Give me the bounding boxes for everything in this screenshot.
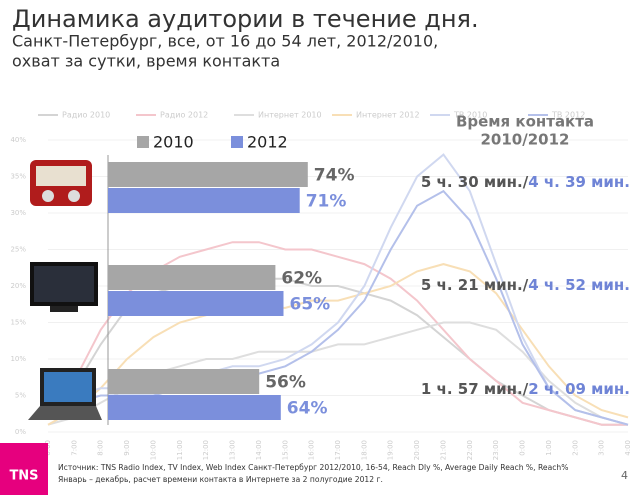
source: Источник: TNS Radio Index, TV Index, Web… xyxy=(58,463,568,472)
legend-label: Радио 2012 xyxy=(160,111,208,120)
bar xyxy=(108,395,281,420)
x-tick-label: 7:00 xyxy=(70,440,78,456)
y-tick-label: 5% xyxy=(15,392,26,400)
radio-icon xyxy=(30,160,92,206)
legend-swatch xyxy=(137,136,149,148)
x-tick-label: 2:00 xyxy=(571,440,579,456)
y-tick-label: 15% xyxy=(10,319,26,327)
legend-swatch xyxy=(231,136,243,148)
legend-label: 2010 xyxy=(153,133,194,152)
x-tick-label: 17:00 xyxy=(334,440,342,460)
y-tick-label: 10% xyxy=(10,355,26,363)
x-tick-label: 22:00 xyxy=(466,440,474,460)
x-tick-label: 20:00 xyxy=(413,440,421,460)
title: Динамика аудитории в течение дня. xyxy=(12,5,479,33)
y-tick-label: 20% xyxy=(10,282,26,290)
logo-text: TNS xyxy=(9,469,38,484)
value-label: 74% xyxy=(314,166,355,186)
time-2012: 2 ч. 09 мин. xyxy=(528,380,630,398)
bar xyxy=(108,162,308,187)
contact-time: 5 ч. 30 мин./4 ч. 39 мин. xyxy=(421,173,630,191)
value-label: 62% xyxy=(281,269,322,289)
x-tick-label: 4:00 xyxy=(624,440,632,456)
y-tick-label: 25% xyxy=(10,246,26,254)
contact-title: Время контакта xyxy=(456,113,594,131)
x-tick-label: 23:00 xyxy=(492,440,500,460)
x-tick-label: 21:00 xyxy=(439,440,447,460)
time-2012: 4 ч. 39 мин. xyxy=(528,173,630,191)
y-tick-label: 0% xyxy=(15,428,26,436)
legend-label: Интернет 2012 xyxy=(356,111,420,120)
legend-label: ТВ 2012 xyxy=(551,111,585,120)
subtitle: Санкт-Петербург, все, от 16 до 54 лет, 2… xyxy=(12,32,438,51)
bar-chart: 2010 74% 62% 56% 2012 71% 65% 64% Время контакта… xyxy=(108,113,630,420)
x-tick-label: 18:00 xyxy=(360,440,368,460)
page-number: 4 xyxy=(621,469,628,482)
bar xyxy=(108,265,276,290)
x-tick-label: 8:00 xyxy=(97,440,105,456)
x-tick-label: 12:00 xyxy=(202,440,210,460)
contact-time: 1 ч. 57 мин./2 ч. 09 мин. xyxy=(421,380,630,398)
bar xyxy=(108,188,300,213)
value-label: 64% xyxy=(287,399,328,419)
x-tick-label: 15:00 xyxy=(281,440,289,460)
logo xyxy=(0,443,48,495)
x-tick-label: 19:00 xyxy=(387,440,395,460)
value-label: 71% xyxy=(306,192,347,212)
x-tick-label: 14:00 xyxy=(255,440,263,460)
value-label: 65% xyxy=(290,295,331,315)
y-tick-label: 35% xyxy=(10,173,26,181)
subtitle: охват за сутки, время контакта xyxy=(12,52,280,71)
value-label: 56% xyxy=(265,373,306,393)
x-tick-label: 16:00 xyxy=(308,440,316,460)
y-tick-label: 40% xyxy=(10,136,26,144)
x-tick-label: 0:00 xyxy=(519,440,527,456)
time-2012: 4 ч. 52 мин. xyxy=(528,276,630,294)
y-tick-label: 30% xyxy=(10,209,26,217)
time-2010: 5 ч. 21 мин./ xyxy=(421,276,529,294)
tv-icon xyxy=(30,262,98,312)
legend-label: ТВ 2010 xyxy=(453,111,487,120)
legend-label: Интернет 2010 xyxy=(258,111,322,120)
contact-time: 5 ч. 21 мин./4 ч. 52 мин. xyxy=(421,276,630,294)
note: Январь – декабрь, расчет времени контакт… xyxy=(58,475,383,484)
x-tick-label: 1:00 xyxy=(545,440,553,456)
x-tick-label: 13:00 xyxy=(229,440,237,460)
line-series xyxy=(47,263,629,426)
bar xyxy=(108,369,260,394)
bar xyxy=(108,291,284,316)
time-2010: 1 ч. 57 мин./ xyxy=(421,380,529,398)
legend-label: 2012 xyxy=(247,133,288,152)
x-tick-label: 9:00 xyxy=(123,440,131,456)
x-tick-label: 10:00 xyxy=(149,440,157,460)
contact-title: 2010/2012 xyxy=(481,131,570,149)
x-tick-label: 11:00 xyxy=(176,440,184,460)
laptop-icon xyxy=(28,368,102,420)
x-tick-label: 3:00 xyxy=(598,440,606,456)
time-2010: 5 ч. 30 мин./ xyxy=(421,173,529,191)
legend-label: Радио 2010 xyxy=(62,111,110,120)
